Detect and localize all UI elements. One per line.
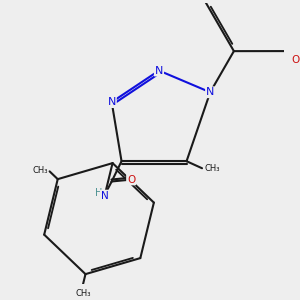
Text: N: N bbox=[101, 190, 109, 200]
Text: N: N bbox=[206, 87, 214, 97]
Text: O: O bbox=[292, 55, 300, 64]
Text: N: N bbox=[107, 97, 116, 107]
Text: N: N bbox=[155, 66, 163, 76]
Text: CH₃: CH₃ bbox=[75, 289, 91, 298]
Text: CH₃: CH₃ bbox=[33, 166, 48, 175]
Text: H: H bbox=[95, 188, 102, 198]
Text: CH₃: CH₃ bbox=[204, 164, 220, 173]
Text: O: O bbox=[127, 175, 135, 184]
